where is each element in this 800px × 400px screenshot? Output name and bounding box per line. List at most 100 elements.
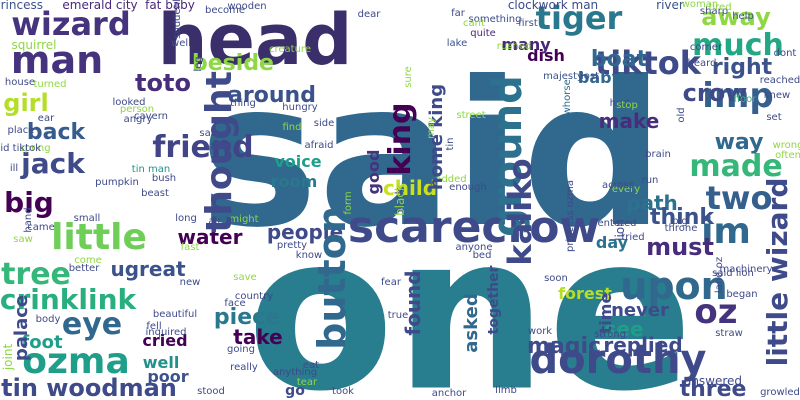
word-came: came: [27, 222, 55, 233]
word-person: person: [119, 104, 155, 115]
word-replied: replied: [603, 333, 683, 357]
word-ill: ill: [9, 163, 19, 174]
word-anchor: anchor: [431, 388, 467, 399]
word-time: time: [596, 292, 615, 334]
word-run: run: [641, 175, 659, 186]
word-lake: lake: [446, 38, 468, 49]
word-princess-ozma: princess ozma: [565, 179, 576, 253]
word-tin-man: tin man: [131, 164, 171, 175]
word-enough: enough: [449, 182, 487, 193]
word-knew: knew: [763, 90, 791, 101]
word-added: added: [435, 174, 467, 185]
word-around: around: [228, 83, 316, 108]
word-strong: strong: [594, 329, 626, 340]
word-crinklink: crinklink: [0, 283, 137, 316]
word-know: know: [295, 250, 323, 261]
word-princess: princess: [0, 0, 43, 12]
word-tiger: tiger: [535, 0, 623, 37]
word-throne: throne: [664, 223, 698, 234]
word-button: button: [310, 206, 354, 350]
word-king: king: [383, 102, 418, 176]
word-pretty: pretty: [276, 240, 308, 251]
word-river: river: [656, 0, 684, 12]
word-asked: asked: [461, 293, 482, 353]
word-dear: dear: [357, 9, 381, 20]
word-said: said: [199, 39, 665, 272]
word-new: new: [179, 277, 201, 288]
word-machinery: machinery: [719, 264, 773, 275]
word-going: going: [227, 344, 255, 355]
word-spring: spring: [19, 143, 51, 154]
word-day: day: [595, 233, 629, 252]
word-really: really: [230, 362, 258, 373]
word-im: im: [701, 211, 751, 252]
word-tiktok: tiktok: [594, 44, 702, 82]
word-suddenly: suddenly: [172, 0, 183, 39]
word-beside: beside: [192, 51, 274, 76]
word-land-oz: land oz: [714, 256, 725, 294]
word-turned: turned: [33, 79, 67, 90]
word-old: old: [676, 107, 687, 123]
word-well: well: [142, 353, 180, 372]
word-every: every: [611, 184, 641, 195]
word-three: three: [679, 377, 747, 400]
word-cried: cried: [142, 331, 188, 350]
word-soon: soon: [544, 273, 568, 284]
word-jack: jack: [21, 147, 85, 180]
word-angry: angry: [123, 114, 153, 125]
word-quite: quite: [470, 28, 496, 39]
word-cant: cant: [463, 18, 485, 29]
word-street: street: [456, 110, 486, 121]
word-made: made: [689, 149, 783, 184]
word-creature: creature: [269, 44, 311, 55]
word-sat: sat: [199, 128, 215, 139]
word-stood: stood: [197, 386, 225, 397]
word-small: small: [73, 213, 101, 224]
word-friend: friend: [152, 130, 254, 165]
word-dorothy: dorothy: [529, 337, 707, 383]
word-clockwork-man: clockwork man: [507, 0, 599, 12]
word-straw: straw: [715, 328, 743, 339]
word-form: form: [343, 191, 354, 215]
word-eye: eye: [61, 307, 123, 342]
word-inquired: inquired: [145, 327, 187, 338]
word-little-wizard: little wizard: [761, 177, 794, 367]
word-oz: oz: [694, 292, 738, 332]
word-piece: piece: [213, 305, 281, 330]
word-way: way: [714, 130, 764, 155]
word-majesty: majesty: [543, 71, 583, 82]
word-heard: heard: [687, 58, 717, 69]
word-often: often: [775, 150, 800, 161]
word-entered: entered: [597, 218, 637, 229]
word-fell: fell: [146, 321, 162, 332]
word-dish: dish: [527, 46, 565, 65]
word-voice: voice: [274, 152, 322, 171]
word-tree: tree: [1, 257, 71, 292]
word-long: long: [175, 213, 197, 224]
word-country: country: [234, 291, 274, 302]
word-girl: girl: [3, 89, 49, 117]
word-wrong: wrong: [772, 140, 800, 151]
word-away: away: [701, 3, 771, 31]
word-true: true: [387, 310, 409, 321]
word-become: become: [204, 5, 246, 16]
word-tear: tear: [296, 377, 318, 388]
word-beautiful: beautiful: [152, 309, 198, 320]
word-first: first: [518, 18, 538, 29]
word-hand: hand: [23, 207, 34, 233]
word-sure: sure: [403, 66, 414, 88]
word-many: many: [501, 35, 551, 54]
word-bed: bed: [472, 250, 492, 261]
word-saw: saw: [13, 234, 33, 245]
word-woman: woman: [681, 0, 719, 10]
word-toto: toto: [135, 69, 191, 97]
word-make: make: [598, 109, 660, 133]
word-must: must: [646, 233, 714, 261]
word-ear: ear: [37, 113, 55, 124]
word-corner: corner: [689, 42, 723, 53]
word-stop: stop: [616, 100, 638, 111]
word-room: room: [270, 172, 318, 191]
word-never: never: [611, 300, 669, 321]
word-much: much: [692, 28, 784, 63]
